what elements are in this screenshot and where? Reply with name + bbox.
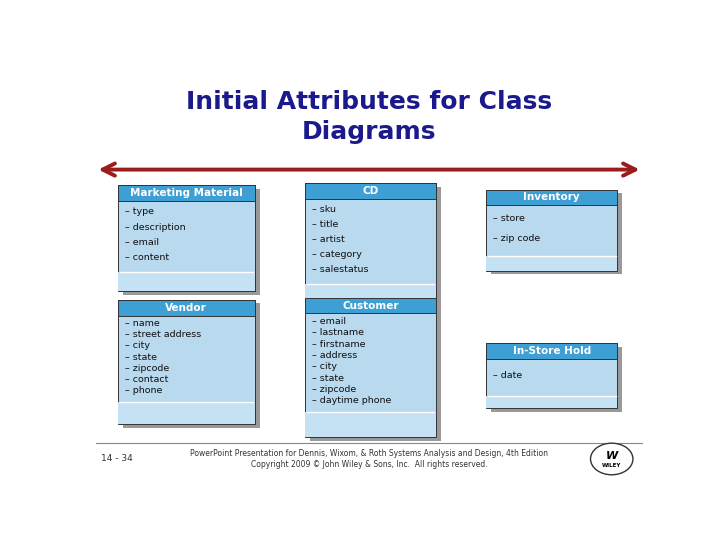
Text: Inventory: Inventory — [523, 192, 580, 202]
Bar — [491, 347, 622, 411]
Text: – city: – city — [312, 362, 336, 371]
Text: – state: – state — [125, 353, 156, 362]
Bar — [305, 183, 436, 306]
Bar — [491, 193, 622, 274]
Text: – email: – email — [125, 238, 158, 247]
Text: – zipcode: – zipcode — [125, 364, 169, 373]
Circle shape — [590, 443, 633, 475]
Text: – category: – category — [312, 250, 361, 259]
Text: – state: – state — [312, 374, 343, 382]
Text: – address: – address — [312, 351, 357, 360]
Text: – name: – name — [125, 319, 159, 328]
Bar — [305, 298, 436, 437]
Bar — [118, 300, 255, 315]
Text: – firstname: – firstname — [312, 340, 365, 348]
Text: – type: – type — [125, 207, 153, 217]
Bar — [486, 343, 617, 408]
Bar — [118, 185, 255, 292]
Text: – zipcode: – zipcode — [312, 385, 356, 394]
Text: Marketing Material: Marketing Material — [130, 188, 243, 198]
Bar — [118, 402, 255, 424]
Text: – store: – store — [493, 214, 525, 224]
Text: – zip code: – zip code — [493, 234, 540, 243]
Bar — [486, 190, 617, 271]
Text: – sku: – sku — [312, 205, 336, 214]
Bar — [118, 185, 255, 201]
Bar — [486, 190, 617, 205]
Text: – lastname: – lastname — [312, 328, 364, 337]
Text: – phone: – phone — [125, 387, 162, 395]
Text: – description: – description — [125, 223, 185, 232]
Bar — [486, 343, 617, 359]
Text: – title: – title — [312, 220, 338, 229]
Text: – email: – email — [312, 317, 346, 326]
Text: Customer: Customer — [342, 301, 399, 310]
Bar — [305, 412, 436, 437]
Bar — [305, 183, 436, 199]
Text: In-Store Hold: In-Store Hold — [513, 346, 591, 356]
Text: – date: – date — [493, 371, 522, 380]
Text: – salestatus: – salestatus — [312, 265, 368, 274]
Bar — [123, 303, 260, 428]
Bar — [118, 300, 255, 424]
Text: Vendor: Vendor — [166, 302, 207, 313]
Bar — [486, 256, 617, 271]
Bar — [486, 396, 617, 408]
Bar — [310, 187, 441, 310]
Text: Initial Attributes for Class
Diagrams: Initial Attributes for Class Diagrams — [186, 90, 552, 144]
Text: – daytime phone: – daytime phone — [312, 396, 391, 405]
Text: CD: CD — [362, 186, 379, 196]
Text: – contact: – contact — [125, 375, 168, 384]
Text: – street address: – street address — [125, 330, 201, 339]
Text: PowerPoint Presentation for Dennis, Wixom, & Roth Systems Analysis and Design, 4: PowerPoint Presentation for Dennis, Wixo… — [190, 449, 548, 469]
Text: – content: – content — [125, 253, 168, 262]
Bar — [123, 189, 260, 295]
Text: – city: – city — [125, 341, 150, 350]
Text: 14 - 34: 14 - 34 — [101, 455, 133, 463]
Text: WILEY: WILEY — [602, 463, 621, 468]
Bar — [305, 298, 436, 313]
Text: W: W — [606, 451, 618, 461]
Bar — [118, 272, 255, 292]
Bar — [305, 284, 436, 306]
Bar — [310, 301, 441, 441]
Text: – artist: – artist — [312, 235, 344, 244]
